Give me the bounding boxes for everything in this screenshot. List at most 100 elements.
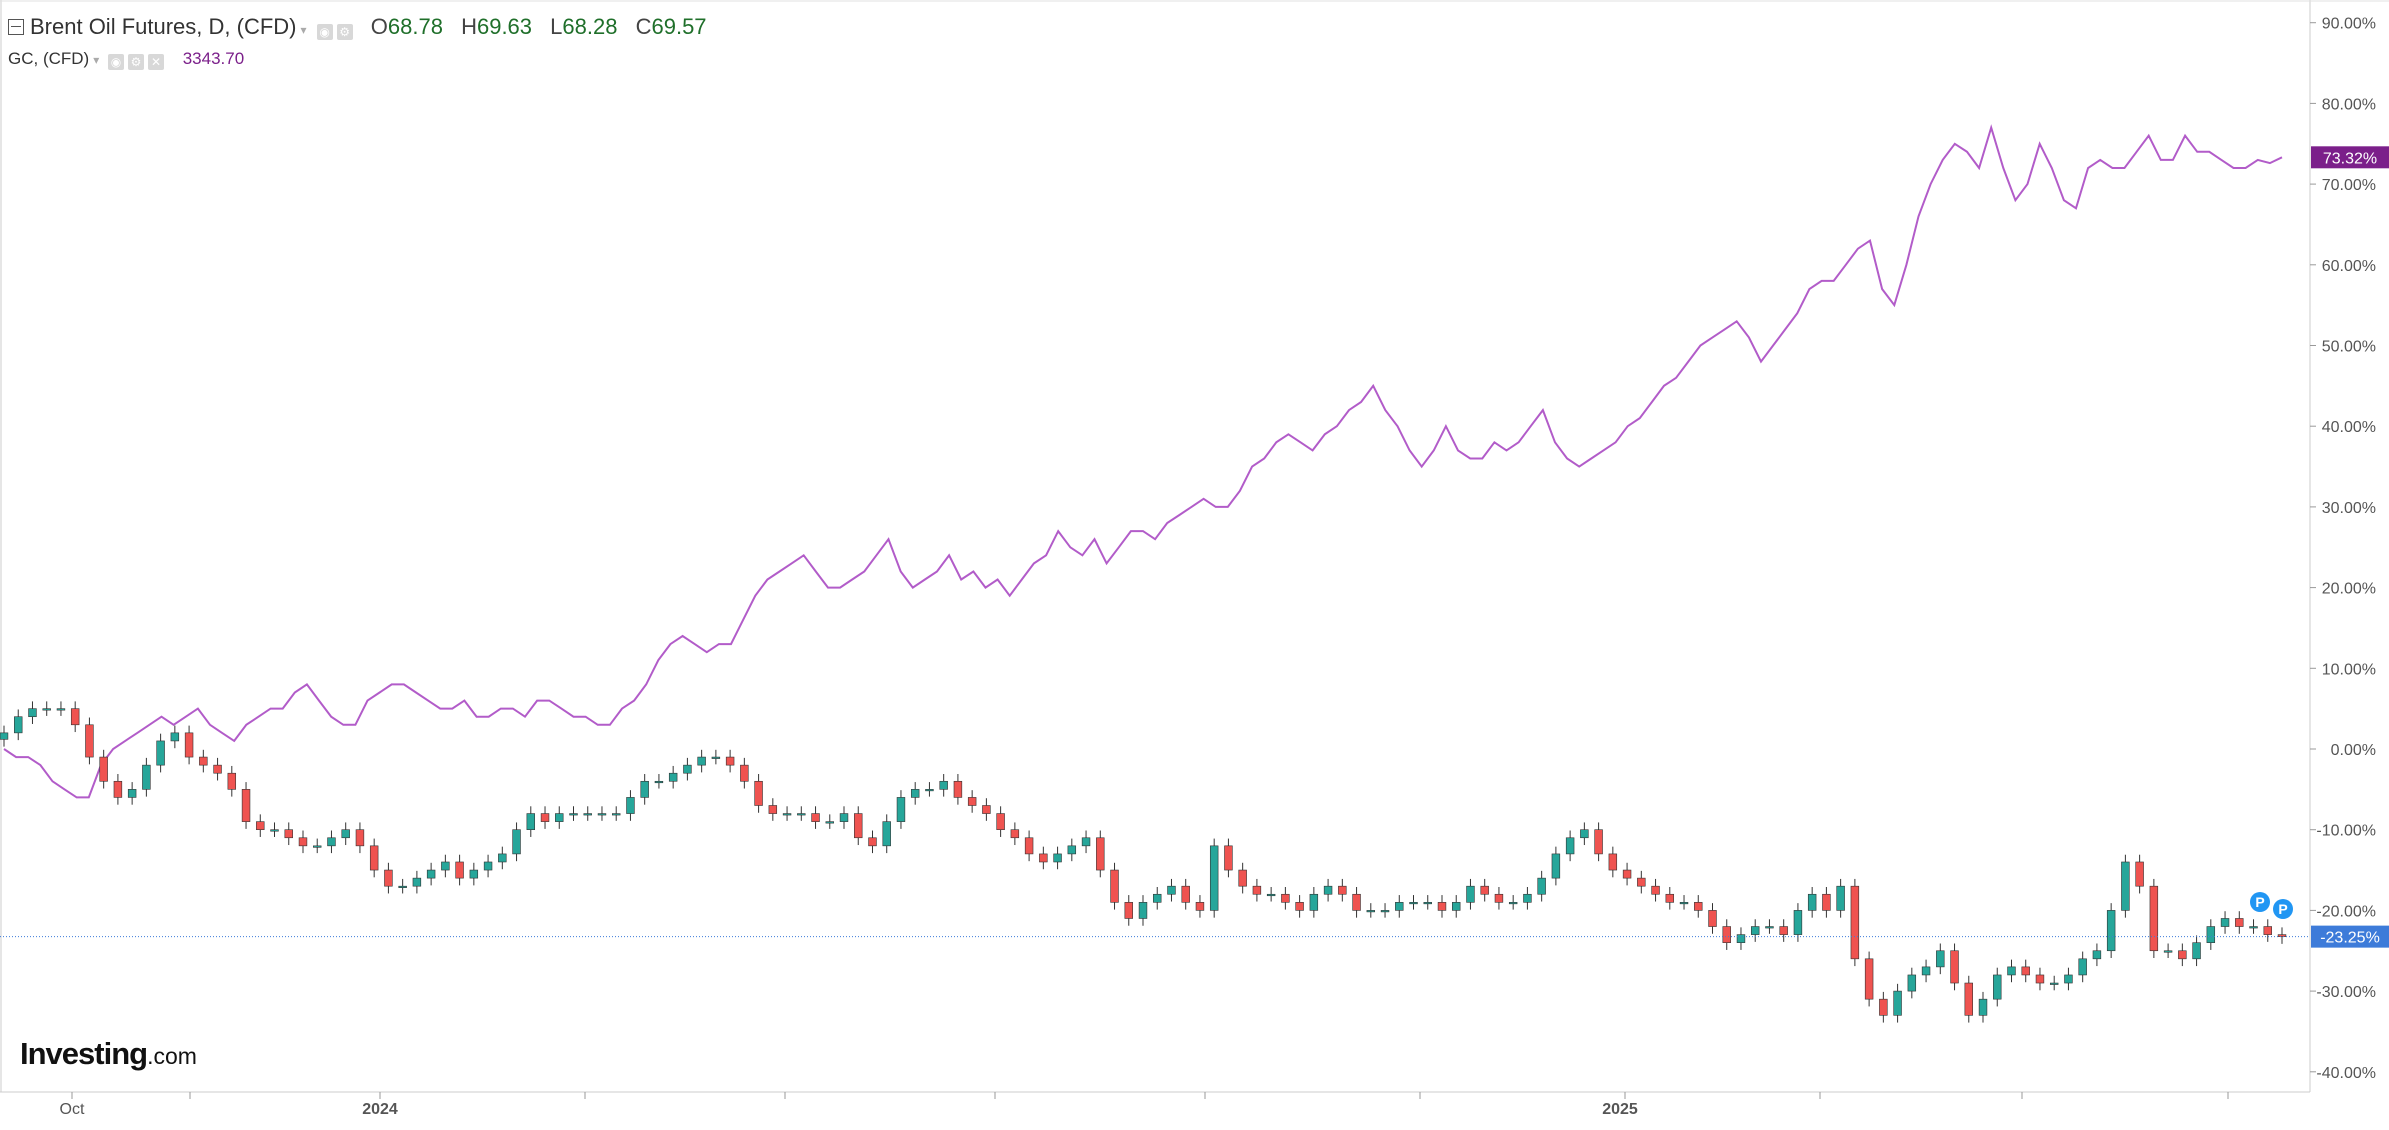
candle-body bbox=[640, 780, 649, 798]
candle bbox=[1081, 830, 1091, 854]
candle-body bbox=[2277, 934, 2287, 937]
candle bbox=[597, 806, 607, 821]
candle-body bbox=[127, 789, 137, 798]
candle bbox=[412, 870, 422, 894]
candle bbox=[811, 806, 820, 829]
event-marker-circle bbox=[2273, 899, 2293, 919]
visibility-icon[interactable]: ◉ bbox=[107, 54, 124, 70]
candle-body bbox=[2220, 918, 2230, 927]
candle-body bbox=[839, 813, 849, 822]
candle bbox=[896, 790, 906, 829]
candle bbox=[1836, 878, 1845, 918]
candle bbox=[1110, 862, 1119, 910]
candle bbox=[1138, 895, 1148, 926]
event-marker-circle bbox=[2250, 892, 2270, 912]
candle bbox=[227, 765, 237, 797]
candle bbox=[768, 798, 778, 821]
candle bbox=[1281, 886, 1290, 910]
candle-body bbox=[1793, 910, 1803, 935]
high-value: 69.63 bbox=[476, 14, 533, 39]
candle-body bbox=[213, 764, 222, 774]
candle-body bbox=[797, 813, 806, 816]
event-marker-letter: P bbox=[2278, 901, 2287, 917]
candle bbox=[1807, 886, 1817, 918]
candle-body bbox=[2049, 982, 2059, 985]
candle-body bbox=[1694, 902, 1703, 911]
candle bbox=[1452, 895, 1461, 918]
candle-body bbox=[2163, 950, 2173, 953]
close-icon[interactable]: ✕ bbox=[147, 54, 164, 70]
candle bbox=[70, 701, 80, 733]
candle-body bbox=[1138, 902, 1148, 919]
candle-body bbox=[1323, 885, 1333, 895]
y-tick-label: 80.00% bbox=[2322, 96, 2376, 113]
candle bbox=[540, 806, 550, 829]
candle bbox=[369, 838, 379, 878]
candle bbox=[825, 814, 834, 829]
open-value: 68.78 bbox=[387, 14, 443, 39]
candle-body bbox=[1423, 902, 1432, 905]
candle-body bbox=[939, 780, 948, 790]
candle bbox=[1936, 943, 1945, 975]
candle bbox=[170, 725, 180, 749]
candle bbox=[1053, 846, 1062, 870]
candle-body bbox=[56, 708, 66, 711]
gear-icon[interactable]: ⚙ bbox=[127, 54, 144, 70]
candle-body bbox=[1167, 885, 1176, 895]
candle-body bbox=[355, 829, 365, 847]
candle bbox=[1494, 886, 1504, 910]
collapse-legend-icon[interactable] bbox=[8, 19, 24, 35]
candle-body bbox=[2192, 942, 2201, 960]
candle bbox=[1309, 886, 1319, 918]
y-tick-label: 10.00% bbox=[2322, 661, 2376, 678]
candle bbox=[469, 862, 479, 886]
candle bbox=[2078, 951, 2087, 983]
candle bbox=[555, 806, 564, 829]
candle-body bbox=[1067, 845, 1077, 855]
gear-icon[interactable]: ⚙ bbox=[336, 24, 353, 40]
candle-body bbox=[369, 845, 379, 871]
candle-body bbox=[868, 837, 877, 847]
candle bbox=[1694, 895, 1703, 918]
candle-body bbox=[2064, 974, 2073, 984]
candle bbox=[1565, 830, 1575, 862]
candle-body bbox=[1637, 877, 1646, 887]
candle-body bbox=[1879, 998, 1888, 1016]
chevron-down-icon[interactable]: ▾ bbox=[93, 53, 100, 67]
candle bbox=[483, 854, 493, 878]
visibility-icon[interactable]: ◉ bbox=[316, 24, 333, 40]
candle bbox=[2149, 878, 2159, 959]
candle-body bbox=[740, 764, 749, 782]
candle-body bbox=[2149, 885, 2159, 952]
candle bbox=[882, 814, 891, 854]
candle bbox=[184, 725, 194, 765]
candle bbox=[2235, 911, 2244, 934]
y-tick-label: 70.00% bbox=[2322, 177, 2376, 194]
candle-body bbox=[1409, 902, 1418, 905]
candle bbox=[512, 822, 521, 862]
y-tick-label: 50.00% bbox=[2322, 339, 2376, 356]
chevron-down-icon[interactable]: ▾ bbox=[300, 23, 307, 37]
candle-body bbox=[1338, 885, 1347, 895]
candle-body bbox=[0, 732, 9, 740]
candle bbox=[256, 814, 265, 837]
candle-body bbox=[1594, 829, 1603, 855]
candle bbox=[1637, 870, 1646, 894]
candle-body bbox=[2249, 926, 2258, 929]
candle-body bbox=[327, 837, 336, 847]
candle-body bbox=[113, 780, 123, 798]
candle-body bbox=[1807, 893, 1817, 911]
gold-series-line bbox=[3, 124, 2283, 799]
candle bbox=[1594, 822, 1603, 862]
candle-body bbox=[982, 805, 991, 814]
candle-body bbox=[241, 789, 251, 822]
candle bbox=[1295, 895, 1304, 918]
candle-body bbox=[1565, 837, 1575, 855]
candle-body bbox=[1380, 910, 1390, 913]
candle-body bbox=[668, 772, 678, 782]
candle-body bbox=[626, 797, 635, 814]
candle bbox=[1508, 895, 1518, 910]
candle-body bbox=[854, 813, 863, 839]
